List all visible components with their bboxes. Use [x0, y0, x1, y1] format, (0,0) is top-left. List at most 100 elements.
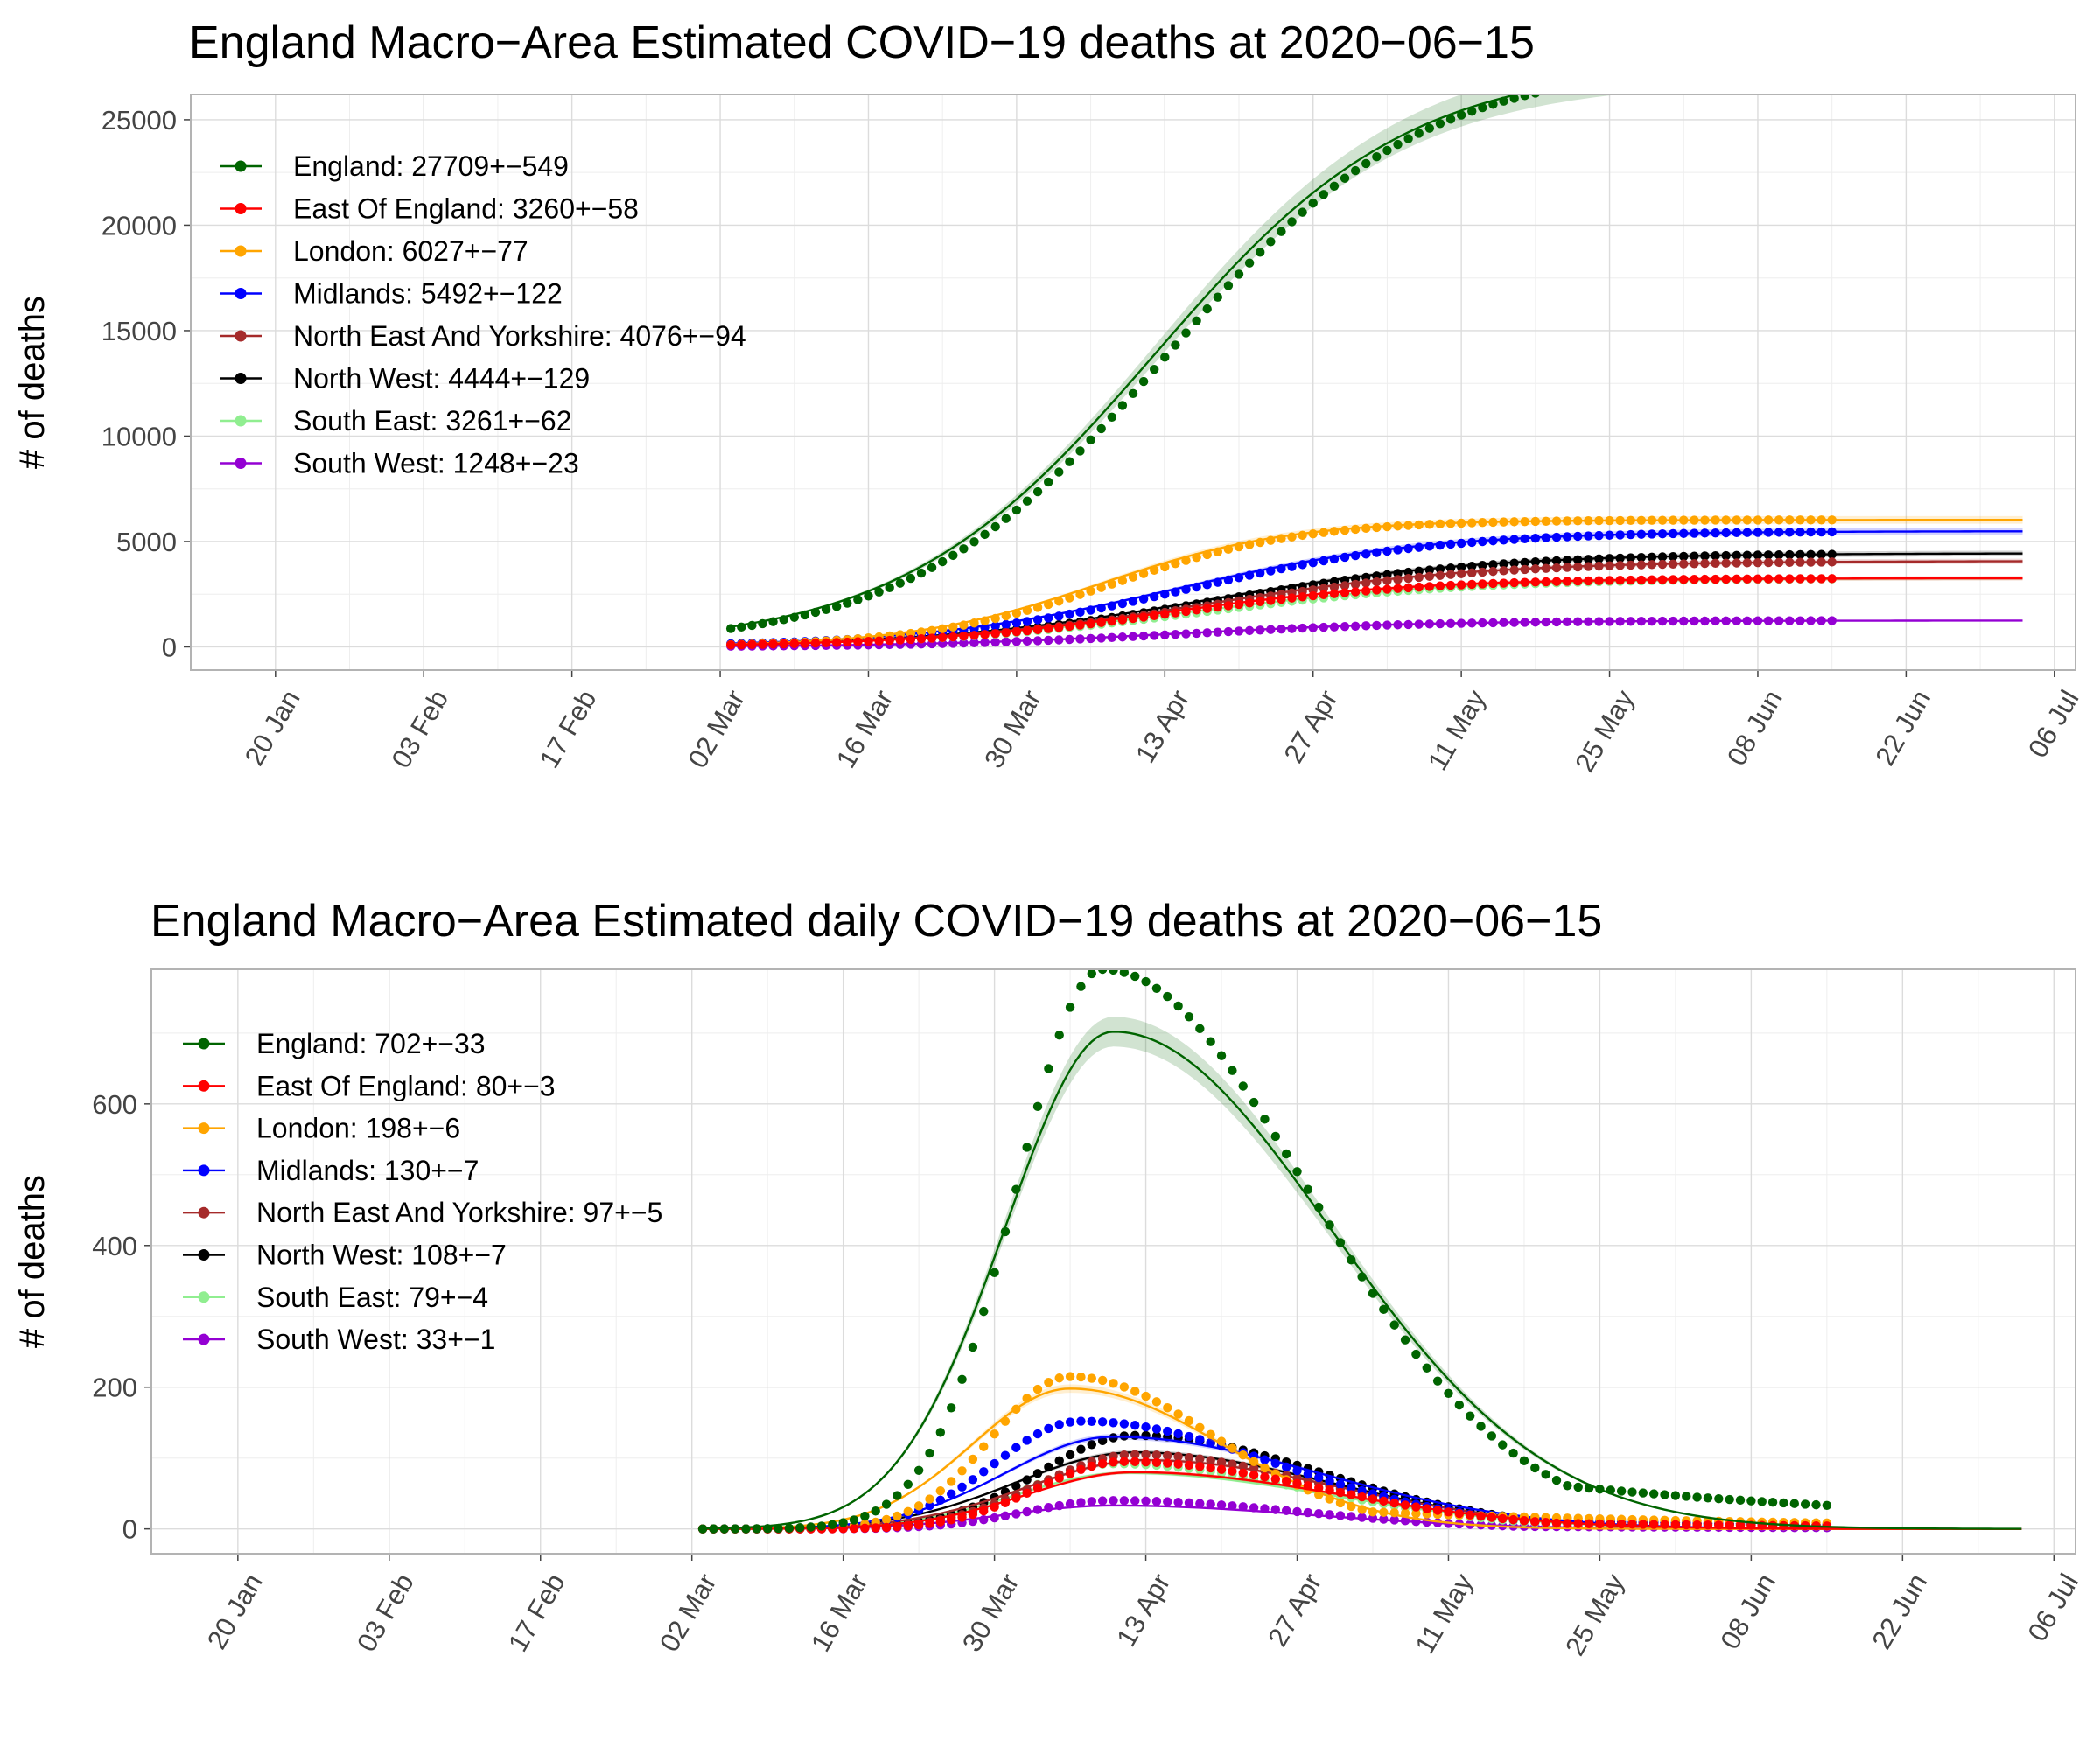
series-london-point: [1626, 515, 1635, 526]
series-north-east-and-yorkshire-point: [1711, 558, 1720, 569]
y-axis-label: # of deaths: [13, 296, 52, 469]
series-north-east-and-yorkshire-point: [1530, 564, 1541, 574]
series-east-of-england-point: [1742, 574, 1753, 584]
series-england-point: [1519, 1456, 1530, 1466]
series-south-west-point: [1679, 616, 1689, 626]
series-england-point: [1117, 401, 1128, 410]
series-london-point: [1054, 1373, 1064, 1383]
x-tick-label: 03 Feb: [351, 1569, 420, 1657]
series-england-point: [1563, 82, 1572, 91]
series-east-of-england-point: [925, 1519, 934, 1528]
series-south-west-point: [1065, 634, 1074, 645]
series-england-point: [1679, 68, 1688, 77]
series-england-point: [1670, 1491, 1681, 1500]
series-england-point: [925, 1448, 934, 1458]
series-north-east-and-yorkshire-point: [1700, 558, 1710, 569]
series-south-west-point: [1228, 1501, 1237, 1511]
series-north-west-point: [1087, 1440, 1096, 1450]
series-london-point: [1679, 515, 1689, 525]
legend-dot: [234, 245, 247, 257]
series-south-west-point: [1001, 637, 1011, 646]
series-south-west-point: [1763, 616, 1774, 625]
series-north-east-and-yorkshire-point: [1520, 564, 1530, 575]
series-north-east-and-yorkshire-point: [1319, 584, 1329, 593]
legend-label: Midlands: 5492+−122: [293, 278, 563, 310]
series-north-east-and-yorkshire-point: [1382, 576, 1392, 585]
series-north-east-and-yorkshire-point: [1195, 1454, 1205, 1464]
series-south-west-point: [1249, 1503, 1259, 1513]
series-england-point: [935, 1428, 946, 1437]
series-midlands-point: [1096, 603, 1106, 613]
series-england-point: [1690, 67, 1698, 76]
series-north-east-and-yorkshire-point: [1467, 568, 1477, 578]
series-north-east-and-yorkshire-point: [1499, 566, 1508, 576]
series-london-point: [1816, 515, 1826, 525]
series-england-point: [1721, 66, 1730, 74]
series-midlands-point: [925, 1500, 934, 1511]
series-east-of-england-point: [1160, 609, 1170, 619]
legend-dot: [234, 415, 247, 427]
series-midlands-point: [1119, 1419, 1130, 1429]
x-tick-label: 06 Jul: [2022, 685, 2085, 763]
series-england-point: [1184, 1012, 1194, 1022]
series-london-point: [1806, 515, 1816, 525]
series-london-point: [1763, 515, 1774, 525]
series-north-east-and-yorkshire-point: [1228, 1459, 1237, 1469]
series-england-point: [1076, 982, 1086, 991]
series-south-west-point: [1657, 616, 1668, 626]
series-midlands-point: [1573, 531, 1583, 542]
series-south-west-point: [1404, 619, 1413, 630]
legend-dot: [234, 160, 247, 172]
series-midlands-point: [1690, 528, 1699, 538]
series-north-east-and-yorkshire-point: [1372, 577, 1382, 587]
series-midlands-point: [1414, 542, 1424, 552]
series-south-west-point: [1742, 616, 1753, 625]
series-north-west-point: [1499, 559, 1508, 569]
series-midlands-point: [1173, 1429, 1183, 1439]
series-london-point: [1379, 1507, 1389, 1517]
series-england-point: [1160, 353, 1170, 362]
series-midlands-point: [1097, 1417, 1108, 1427]
series-east-of-england-point: [1032, 1483, 1043, 1493]
series-england-point: [1509, 94, 1519, 103]
series-midlands-point: [1223, 575, 1234, 585]
series-south-west-point: [1573, 617, 1583, 626]
series-east-of-england-point: [1281, 1476, 1292, 1486]
series-england-point: [1171, 340, 1180, 350]
series-south-west-point: [1605, 617, 1614, 626]
series-east-of-england-point: [1476, 1511, 1486, 1521]
series-england-point: [1350, 165, 1361, 176]
series-midlands-point: [1636, 529, 1647, 539]
series-england-point: [1138, 376, 1149, 387]
series-england-point: [1628, 1487, 1637, 1497]
series-england-point: [752, 1524, 762, 1534]
series-north-west-point: [1584, 555, 1593, 564]
series-east-of-england-point: [1562, 577, 1572, 586]
series-south-west-point: [1690, 616, 1699, 626]
series-england-point: [885, 583, 894, 593]
series-east-of-england-point: [1195, 1462, 1205, 1471]
series-east-of-england-point: [1152, 1457, 1162, 1467]
x-tick-label: 08 Jun: [1721, 685, 1788, 771]
series-england-point: [1314, 1202, 1324, 1212]
series-midlands-point: [1329, 554, 1340, 564]
series-east-of-england-point: [1382, 584, 1392, 594]
series-south-west-point: [1594, 617, 1604, 626]
series-england-point: [1435, 119, 1446, 129]
series-england-point: [1616, 1486, 1627, 1496]
series-midlands-point: [1160, 590, 1170, 599]
series-midlands-point: [1032, 1429, 1043, 1439]
series-north-east-and-yorkshire-point: [1690, 559, 1699, 569]
y-tick-label: 5000: [116, 527, 177, 557]
y-tick-label: 200: [92, 1373, 137, 1403]
series-north-west-point: [1520, 557, 1530, 568]
series-south-west-point: [1446, 618, 1456, 628]
series-north-west-point: [1711, 551, 1720, 561]
series-south-west-point: [1711, 616, 1720, 626]
series-london-point: [1390, 1508, 1399, 1518]
series-north-east-and-yorkshire-point: [1774, 557, 1784, 568]
series-midlands-point: [1456, 538, 1466, 549]
series-east-of-england-point: [1551, 577, 1562, 586]
series-north-east-and-yorkshire-point: [1541, 563, 1551, 573]
series-england-point: [1774, 63, 1783, 72]
